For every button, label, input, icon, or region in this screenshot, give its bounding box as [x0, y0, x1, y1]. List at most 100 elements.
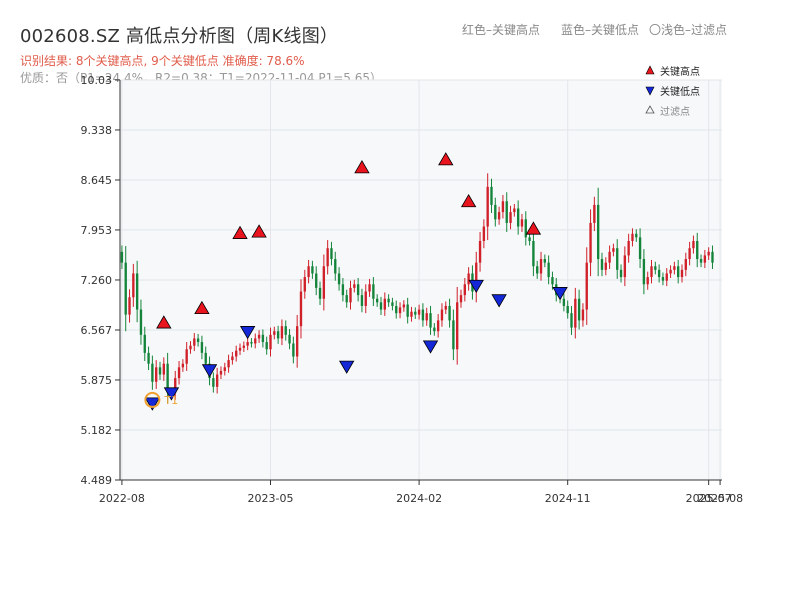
y-tick-label: 7.260 [81, 274, 113, 287]
candle-body [486, 186, 489, 227]
key-low-marker [201, 364, 218, 378]
candle-body [231, 356, 234, 361]
candle-body [684, 259, 687, 270]
candle-body [196, 338, 200, 343]
candle-body [174, 378, 177, 393]
candle-body [398, 307, 402, 314]
legend-filtered-label: 过滤点 [660, 105, 690, 118]
key-high-marker [194, 300, 210, 315]
candle-body [383, 298, 386, 310]
candle-body [627, 240, 630, 256]
key-high-marker [438, 152, 454, 166]
candle-body [608, 251, 611, 263]
candle-body [669, 269, 672, 274]
x-tick-label: 2022-08 [99, 492, 145, 505]
candle-body [524, 219, 527, 238]
candle-body [311, 266, 314, 274]
candle-body [269, 334, 272, 350]
key-low-marker [239, 326, 256, 340]
candle-body [429, 313, 432, 328]
candle-body [257, 334, 261, 339]
candle-body [341, 284, 345, 296]
candle-body [661, 277, 665, 281]
key-high-marker [354, 160, 370, 174]
candle-body [353, 284, 356, 288]
axes: 4.489 5.182 5.875 6.567 7.260 7.953 8.645 9.338… [81, 74, 744, 505]
key-high-marker [525, 221, 542, 235]
candle-body [132, 273, 135, 298]
candle-body [193, 338, 196, 346]
candle-body [680, 269, 684, 278]
candle-body [520, 219, 524, 227]
candle-body [501, 201, 505, 213]
candle-body [307, 266, 310, 278]
candle-body [490, 186, 493, 205]
candle-body [646, 277, 649, 285]
candle-body [665, 273, 668, 281]
x-tick-label: 2023-05 [248, 492, 294, 505]
candle-body [135, 273, 139, 310]
t1-marker [144, 391, 161, 408]
candle-body [185, 349, 188, 364]
candle-body [303, 277, 306, 292]
candle-body [433, 327, 436, 332]
candle-body [543, 259, 547, 263]
key-high-marker [251, 224, 267, 238]
candle-body [707, 251, 710, 256]
candle-body [699, 259, 703, 263]
candle-body [349, 287, 352, 303]
candle-body [417, 309, 421, 315]
t1-label: T1 [163, 394, 178, 407]
candle-body [673, 266, 676, 270]
candle-body [505, 201, 508, 223]
candle-body [562, 298, 566, 306]
legend-low-marker-icon [645, 86, 655, 96]
candle-body [238, 347, 242, 351]
candle-body [425, 313, 428, 321]
candle-body [635, 233, 638, 238]
candle-body [219, 370, 223, 375]
candle-body [551, 277, 554, 285]
candle-body [299, 291, 303, 327]
x-tick-label: 2025-07 [686, 492, 732, 505]
candle-body [589, 222, 592, 263]
legend-filtered-marker-icon [645, 105, 655, 114]
candle-body [315, 273, 318, 288]
candle-body [577, 298, 581, 321]
candle-body [436, 320, 440, 332]
candle-body [513, 208, 516, 213]
candle-body [215, 374, 219, 387]
candle-body [212, 378, 215, 387]
candle-body [414, 311, 417, 315]
key-low-marker [491, 294, 507, 308]
candles [120, 173, 714, 404]
key-low-marker [163, 387, 180, 401]
key-low-marker [422, 340, 439, 354]
candle-body [692, 240, 695, 249]
y-tick-label: 6.567 [81, 324, 113, 337]
y-tick-label: 8.645 [81, 174, 113, 187]
candle-body [162, 363, 165, 375]
candle-body [273, 331, 276, 335]
candle-body [440, 309, 444, 321]
candle-body [593, 204, 596, 223]
candle-body [330, 248, 333, 260]
candle-body [478, 240, 482, 263]
x-tick-label: 2024-02 [396, 492, 442, 505]
candle-body [574, 298, 577, 328]
candle-body [200, 342, 204, 353]
candle-body [318, 287, 322, 299]
candle-body [516, 208, 520, 227]
candle-body [482, 226, 486, 241]
candle-body [456, 302, 459, 350]
candle-body [528, 237, 531, 241]
candle-body [284, 326, 287, 335]
key-high-marker [232, 225, 248, 239]
candle-body [337, 273, 341, 285]
candle-body [650, 266, 653, 278]
candle-body [696, 240, 699, 260]
candle-body [204, 352, 207, 364]
candle-body [280, 326, 284, 339]
y-tick-label: 10.03 [81, 74, 113, 87]
